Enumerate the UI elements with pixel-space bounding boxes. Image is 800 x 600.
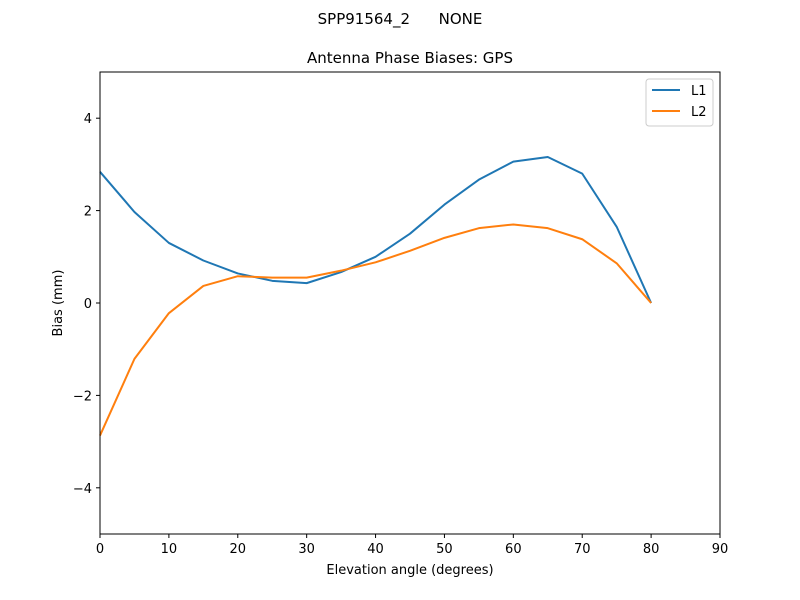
x-tick-label: 70 [574, 542, 591, 557]
axis-ticks: 0 10 20 30 40 50 60 70 80 90 −4 −2 0 2 4 [73, 112, 728, 557]
series-line-l1 [99, 156, 653, 304]
x-tick-label: 40 [367, 542, 384, 557]
series-line-l2 [99, 223, 652, 436]
figure-suptitle: SPP91564_2 NONE [318, 10, 483, 29]
y-axis-label: Bias (mm) [51, 270, 66, 337]
plot-frame [99, 71, 721, 535]
plot-lines [99, 156, 653, 436]
y-tick-label: −2 [73, 389, 92, 404]
x-tick-label: 50 [436, 542, 453, 557]
y-tick-label: 0 [84, 297, 92, 312]
x-tick-label: 0 [96, 542, 104, 557]
y-tick-label: 4 [84, 112, 92, 127]
legend: L1 L2 [645, 78, 714, 127]
x-axis-label: Elevation angle (degrees) [326, 563, 493, 578]
x-tick-label: 80 [643, 542, 660, 557]
plot-title: Antenna Phase Biases: GPS [307, 49, 513, 67]
x-tick-label: 60 [505, 542, 522, 557]
legend-label-l2: L2 [691, 105, 707, 120]
x-tick-label: 90 [712, 542, 729, 557]
y-tick-label: −4 [73, 482, 92, 497]
x-tick-label: 30 [298, 542, 315, 557]
x-tick-label: 20 [230, 542, 247, 557]
x-tick-label: 10 [161, 542, 178, 557]
legend-label-l1: L1 [691, 84, 707, 99]
y-tick-label: 2 [84, 205, 92, 220]
